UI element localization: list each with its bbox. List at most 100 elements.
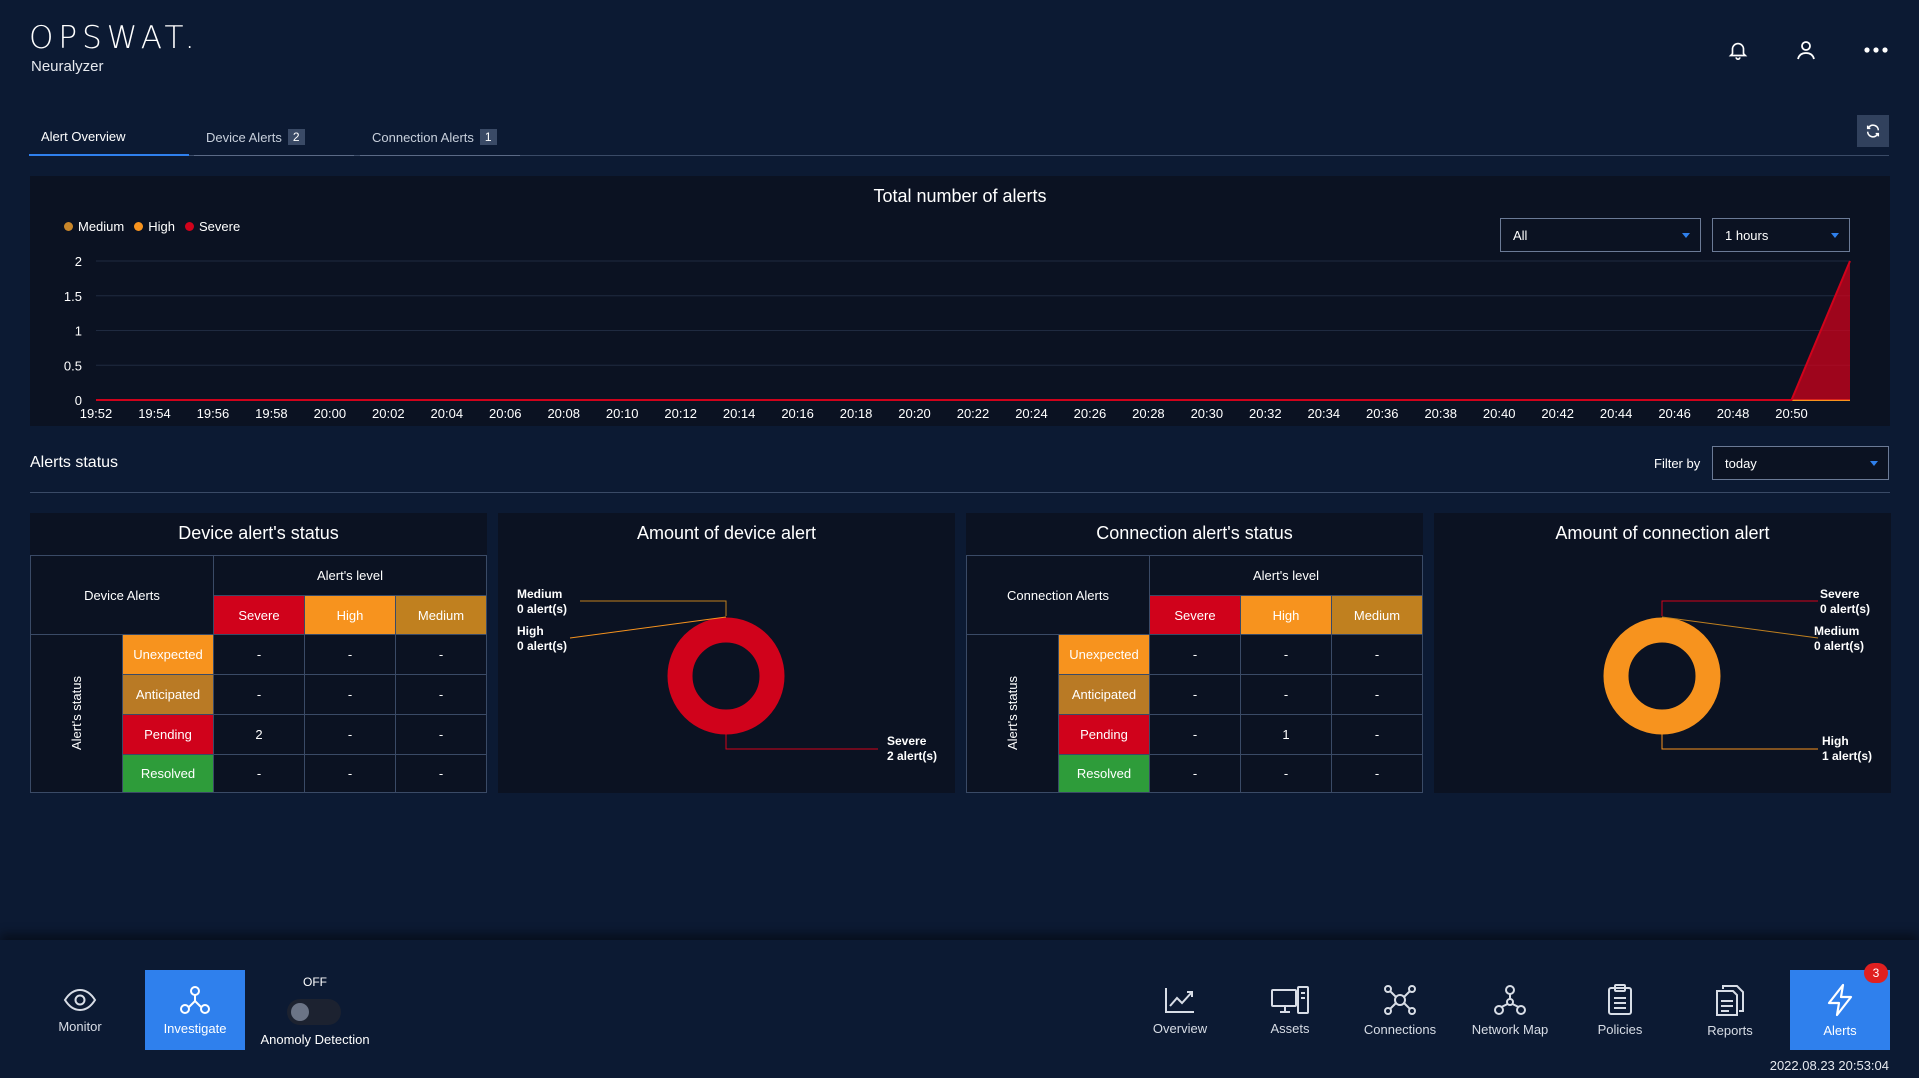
- select-value: today: [1725, 455, 1757, 471]
- donut-label-name: Medium: [1814, 624, 1860, 638]
- card-title: Connection alert's status: [1096, 523, 1293, 543]
- current-timestamp: 2022.08.23 20:53:04: [1769, 1058, 1889, 1073]
- x-tick-label: 20:34: [1308, 406, 1341, 421]
- x-tick-label: 19:56: [197, 406, 230, 421]
- alerts-area-chart: 2 1.5 1 0.5 019:52 19:54 19:56 19:58 20:00 20:02 2…: [64, 254, 1851, 421]
- table-cell[interactable]: -: [1331, 714, 1423, 755]
- table-cell[interactable]: -: [395, 754, 487, 793]
- anomaly-detection-toggle[interactable]: [287, 999, 341, 1025]
- y-tick-label: 0: [75, 393, 82, 408]
- table-cell[interactable]: -: [1331, 634, 1423, 675]
- donut-ring-high[interactable]: [1603, 617, 1721, 735]
- donut-label-name: Medium: [517, 587, 563, 601]
- tab-label: Device Alerts: [206, 129, 282, 145]
- y-tick-label: 1.5: [64, 289, 82, 304]
- nav-reports[interactable]: Reports: [1680, 970, 1780, 1050]
- device-amount-card: Amount of device alert Medium 0 alert(s)…: [498, 513, 955, 793]
- status-axis-text: Alert's status: [69, 676, 84, 751]
- donut-label-medium: Medium 0 alert(s): [1814, 624, 1864, 654]
- leader-line-high: [569, 616, 727, 639]
- table-cell[interactable]: -: [395, 634, 487, 675]
- nav-alerts[interactable]: Alerts 3: [1790, 963, 1890, 1050]
- legend-label: Medium: [78, 219, 125, 234]
- nav-label: Investigate: [163, 1020, 227, 1036]
- connection-donut-chart: [1603, 600, 1819, 750]
- status-axis-text: Alert's status: [1005, 676, 1020, 751]
- table-cell[interactable]: -: [304, 754, 396, 793]
- reports-icon: [1716, 984, 1744, 1016]
- toggle-state-label: OFF: [303, 975, 327, 989]
- table-cell[interactable]: -: [1149, 634, 1241, 675]
- status-pending: Pending: [122, 714, 214, 755]
- table-cell[interactable]: -: [1149, 674, 1241, 715]
- y-tick-label: 2: [75, 254, 82, 269]
- table-cell[interactable]: -: [213, 674, 305, 715]
- time-range-select[interactable]: 1 hours: [1712, 218, 1850, 252]
- device-status-table: Device Alerts Alert's level Severe High …: [30, 555, 487, 793]
- table-cell[interactable]: -: [1240, 754, 1332, 793]
- legend-item-severe[interactable]: Severe: [185, 219, 240, 234]
- leader-line-medium: [580, 600, 727, 616]
- table-cell[interactable]: -: [304, 714, 396, 755]
- nav-monitor[interactable]: Monitor: [30, 970, 130, 1050]
- legend-item-medium[interactable]: Medium: [64, 219, 124, 234]
- tab-connection-alerts[interactable]: Connection Alerts 1: [360, 118, 525, 156]
- app-name: Neuralyzer: [31, 58, 104, 75]
- nav-investigate[interactable]: Investigate: [145, 970, 245, 1050]
- donut-label-count: 0 alert(s): [517, 639, 568, 653]
- nav-network-map[interactable]: Network Map: [1460, 970, 1560, 1050]
- tab-count-badge: 1: [479, 129, 497, 145]
- table-cell[interactable]: -: [1331, 674, 1423, 715]
- device-status-card: Device alert's status Device Alerts Aler…: [30, 513, 487, 793]
- donut-label-medium: Medium 0 alert(s): [517, 587, 567, 617]
- more-icon[interactable]: [1862, 36, 1890, 64]
- nav-label: Network Map: [1471, 1021, 1549, 1037]
- alert-type-select[interactable]: All: [1500, 218, 1701, 252]
- status-resolved: Resolved: [122, 754, 214, 793]
- y-tick-label: 1: [75, 324, 82, 339]
- legend-item-high[interactable]: High: [134, 219, 175, 234]
- table-cell[interactable]: -: [213, 754, 305, 793]
- table-cell[interactable]: -: [1149, 754, 1241, 793]
- nav-assets[interactable]: Assets: [1240, 970, 1340, 1050]
- select-value: All: [1513, 227, 1528, 243]
- table-cell[interactable]: -: [1240, 674, 1332, 715]
- x-tick-label: 20:36: [1366, 406, 1399, 421]
- levels-header: Alert's level: [213, 555, 487, 596]
- x-tick-label: 20:14: [723, 406, 756, 421]
- table-cell[interactable]: -: [1240, 634, 1332, 675]
- nav-connections[interactable]: Connections: [1350, 970, 1450, 1050]
- table-cell[interactable]: -: [213, 634, 305, 675]
- table-cell[interactable]: -: [1149, 714, 1241, 755]
- alerts-status-title: Alerts status: [30, 454, 119, 471]
- table-cell[interactable]: -: [304, 634, 396, 675]
- status-filter-select[interactable]: today: [1712, 446, 1889, 480]
- bell-icon[interactable]: [1724, 36, 1752, 64]
- tab-alert-overview[interactable]: Alert Overview: [29, 118, 189, 156]
- nav-policies[interactable]: Policies: [1570, 970, 1670, 1050]
- table-cell[interactable]: -: [395, 674, 487, 715]
- divider: [30, 492, 1890, 493]
- refresh-button[interactable]: [1857, 115, 1889, 147]
- alerts-chart-panel: 2 1.5 1 0.5 0 19:52 19:54 19:56 19:58 20:00 20:02 2…: [30, 176, 1890, 426]
- leader-line-medium: [1661, 616, 1819, 639]
- tab-device-alerts[interactable]: Device Alerts 2: [194, 118, 374, 156]
- donut-label-name: High: [1822, 734, 1849, 748]
- table-cell[interactable]: -: [1331, 754, 1423, 793]
- table-cell[interactable]: -: [304, 674, 396, 715]
- nav-overview[interactable]: Overview: [1130, 970, 1230, 1050]
- donut-ring-severe[interactable]: [667, 617, 785, 735]
- x-tick-label: 20:44: [1600, 406, 1633, 421]
- tab-label: Alert Overview: [41, 128, 126, 144]
- overview-chart-icon: [1165, 987, 1194, 1013]
- level-header-severe: Severe: [1149, 595, 1241, 635]
- status-pending: Pending: [1058, 714, 1150, 755]
- x-tick-label: 20:38: [1424, 406, 1457, 421]
- table-cell[interactable]: 2: [213, 714, 305, 755]
- user-icon[interactable]: [1792, 36, 1820, 64]
- table-cell[interactable]: 1: [1240, 714, 1332, 755]
- legend-dot: [185, 222, 194, 231]
- table-cell[interactable]: -: [395, 714, 487, 755]
- x-tick-label: 20:02: [372, 406, 405, 421]
- anomaly-detection-control: OFF Anomoly Detection: [258, 975, 372, 1050]
